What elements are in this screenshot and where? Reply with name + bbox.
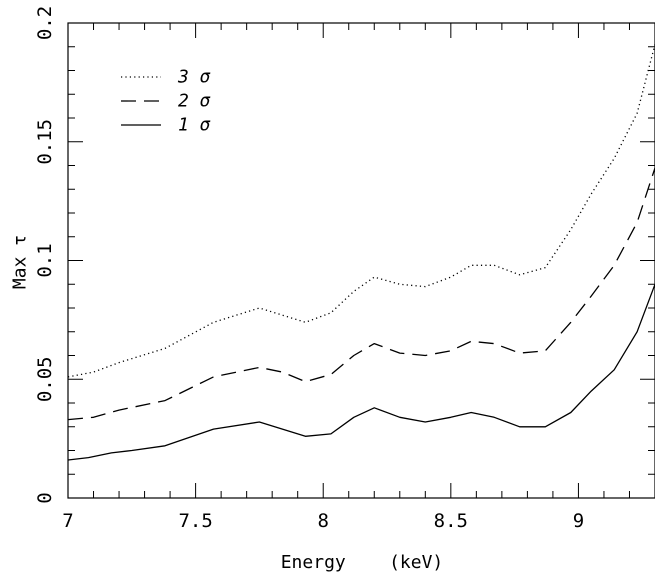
ticks [67, 22, 655, 499]
plot-frame-group [67, 22, 655, 499]
y-tick-label: 0.15 [34, 119, 56, 165]
y-tick-label: 0.05 [34, 356, 56, 402]
tick-labels: 7 7.5 8 8.5 9 0 0.05 0.1 0.15 0.2 [34, 6, 584, 532]
y-axis-label: Max τ [10, 235, 31, 289]
legend: 3 σ 2 σ 1 σ [121, 67, 211, 136]
x-axis-label: Energy (keV) [281, 552, 444, 573]
y-tick-label: 0.2 [34, 6, 56, 40]
plot-frame [67, 22, 655, 499]
series-line-2 [67, 167, 655, 421]
legend-label: 2 σ [178, 91, 211, 112]
y-tick-label: 0 [34, 492, 56, 503]
x-tick-label: 8 [317, 510, 328, 532]
y-tick-label: 0.1 [34, 243, 56, 277]
x-tick-label: 9 [573, 510, 584, 532]
series-line-3 [67, 284, 655, 461]
x-tick-label: 7.5 [178, 510, 212, 532]
series-lines [67, 44, 655, 461]
legend-label: 3 σ [177, 67, 211, 88]
legend-label: 1 σ [178, 115, 211, 136]
x-tick-label: 7 [62, 510, 73, 532]
x-tick-label: 8.5 [434, 510, 468, 532]
